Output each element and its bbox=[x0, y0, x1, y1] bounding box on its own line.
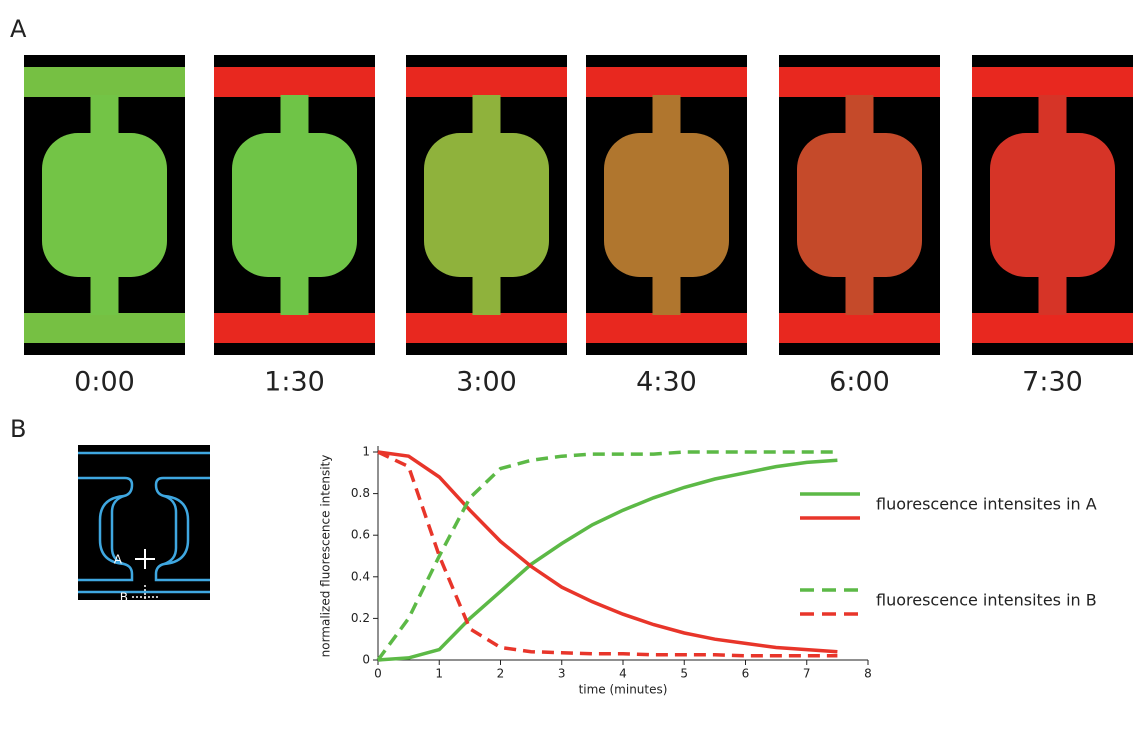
schematic: A B bbox=[78, 445, 210, 607]
neck bbox=[1038, 95, 1067, 140]
chamber bbox=[42, 133, 167, 277]
neck bbox=[90, 270, 119, 315]
y-tick-label: 0.8 bbox=[351, 486, 370, 500]
y-tick-label: 0 bbox=[362, 653, 370, 667]
chamber bbox=[797, 133, 922, 277]
neck bbox=[280, 95, 309, 140]
x-tick-label: 8 bbox=[864, 667, 872, 681]
panel-label: B bbox=[10, 415, 26, 443]
line-series bbox=[377, 450, 838, 654]
x-tick-label: 4 bbox=[619, 667, 627, 681]
channel bbox=[779, 313, 940, 343]
channel bbox=[779, 67, 940, 97]
schematic-label: A bbox=[114, 553, 123, 567]
channel bbox=[406, 67, 567, 97]
time-label: 1:30 bbox=[264, 367, 325, 398]
frame bbox=[24, 55, 185, 355]
y-tick-label: 1 bbox=[362, 445, 370, 459]
x-tick-label: 1 bbox=[435, 667, 443, 681]
channel bbox=[24, 67, 185, 97]
time-label: 4:30 bbox=[636, 367, 697, 398]
channel bbox=[586, 313, 747, 343]
line-series bbox=[376, 450, 838, 662]
neck bbox=[845, 95, 874, 140]
x-axis-title: time (minutes) bbox=[579, 683, 668, 697]
frame bbox=[779, 55, 940, 355]
y-tick-label: 0.6 bbox=[351, 528, 370, 542]
x-tick-label: 3 bbox=[558, 667, 566, 681]
line-series bbox=[377, 458, 838, 662]
time-label: 0:00 bbox=[74, 367, 135, 398]
channel bbox=[214, 313, 375, 343]
chamber bbox=[604, 133, 729, 277]
neck bbox=[280, 270, 309, 315]
chamber bbox=[424, 133, 549, 277]
chamber bbox=[990, 133, 1115, 277]
neck bbox=[652, 95, 681, 140]
schematic-label: B bbox=[120, 591, 128, 605]
neck bbox=[1038, 270, 1067, 315]
legend-label: fluorescence intensites in A bbox=[876, 495, 1097, 514]
neck bbox=[472, 95, 501, 140]
legend-label: fluorescence intensites in B bbox=[876, 591, 1097, 610]
frame bbox=[406, 55, 567, 355]
frame bbox=[586, 55, 747, 355]
time-label: 6:00 bbox=[829, 367, 890, 398]
neck bbox=[845, 270, 874, 315]
frame bbox=[972, 55, 1133, 355]
channel bbox=[214, 67, 375, 97]
x-tick-label: 7 bbox=[803, 667, 811, 681]
channel bbox=[972, 67, 1133, 97]
neck bbox=[472, 270, 501, 315]
x-tick-label: 6 bbox=[742, 667, 750, 681]
neck bbox=[652, 270, 681, 315]
time-label: 7:30 bbox=[1022, 367, 1083, 398]
x-tick-label: 5 bbox=[680, 667, 688, 681]
channel bbox=[24, 313, 185, 343]
neck bbox=[90, 95, 119, 140]
y-axis-title: normalized fluorescence intensity bbox=[319, 455, 333, 658]
panel-label: A bbox=[10, 15, 27, 43]
channel bbox=[586, 67, 747, 97]
channel bbox=[972, 313, 1133, 343]
y-tick-label: 0.2 bbox=[351, 611, 370, 625]
y-tick-label: 0.4 bbox=[351, 569, 370, 583]
time-label: 3:00 bbox=[456, 367, 517, 398]
line-series bbox=[377, 450, 838, 658]
channel bbox=[406, 313, 567, 343]
frame bbox=[214, 55, 375, 355]
chamber bbox=[232, 133, 357, 277]
x-tick-label: 0 bbox=[374, 667, 382, 681]
x-tick-label: 2 bbox=[497, 667, 505, 681]
